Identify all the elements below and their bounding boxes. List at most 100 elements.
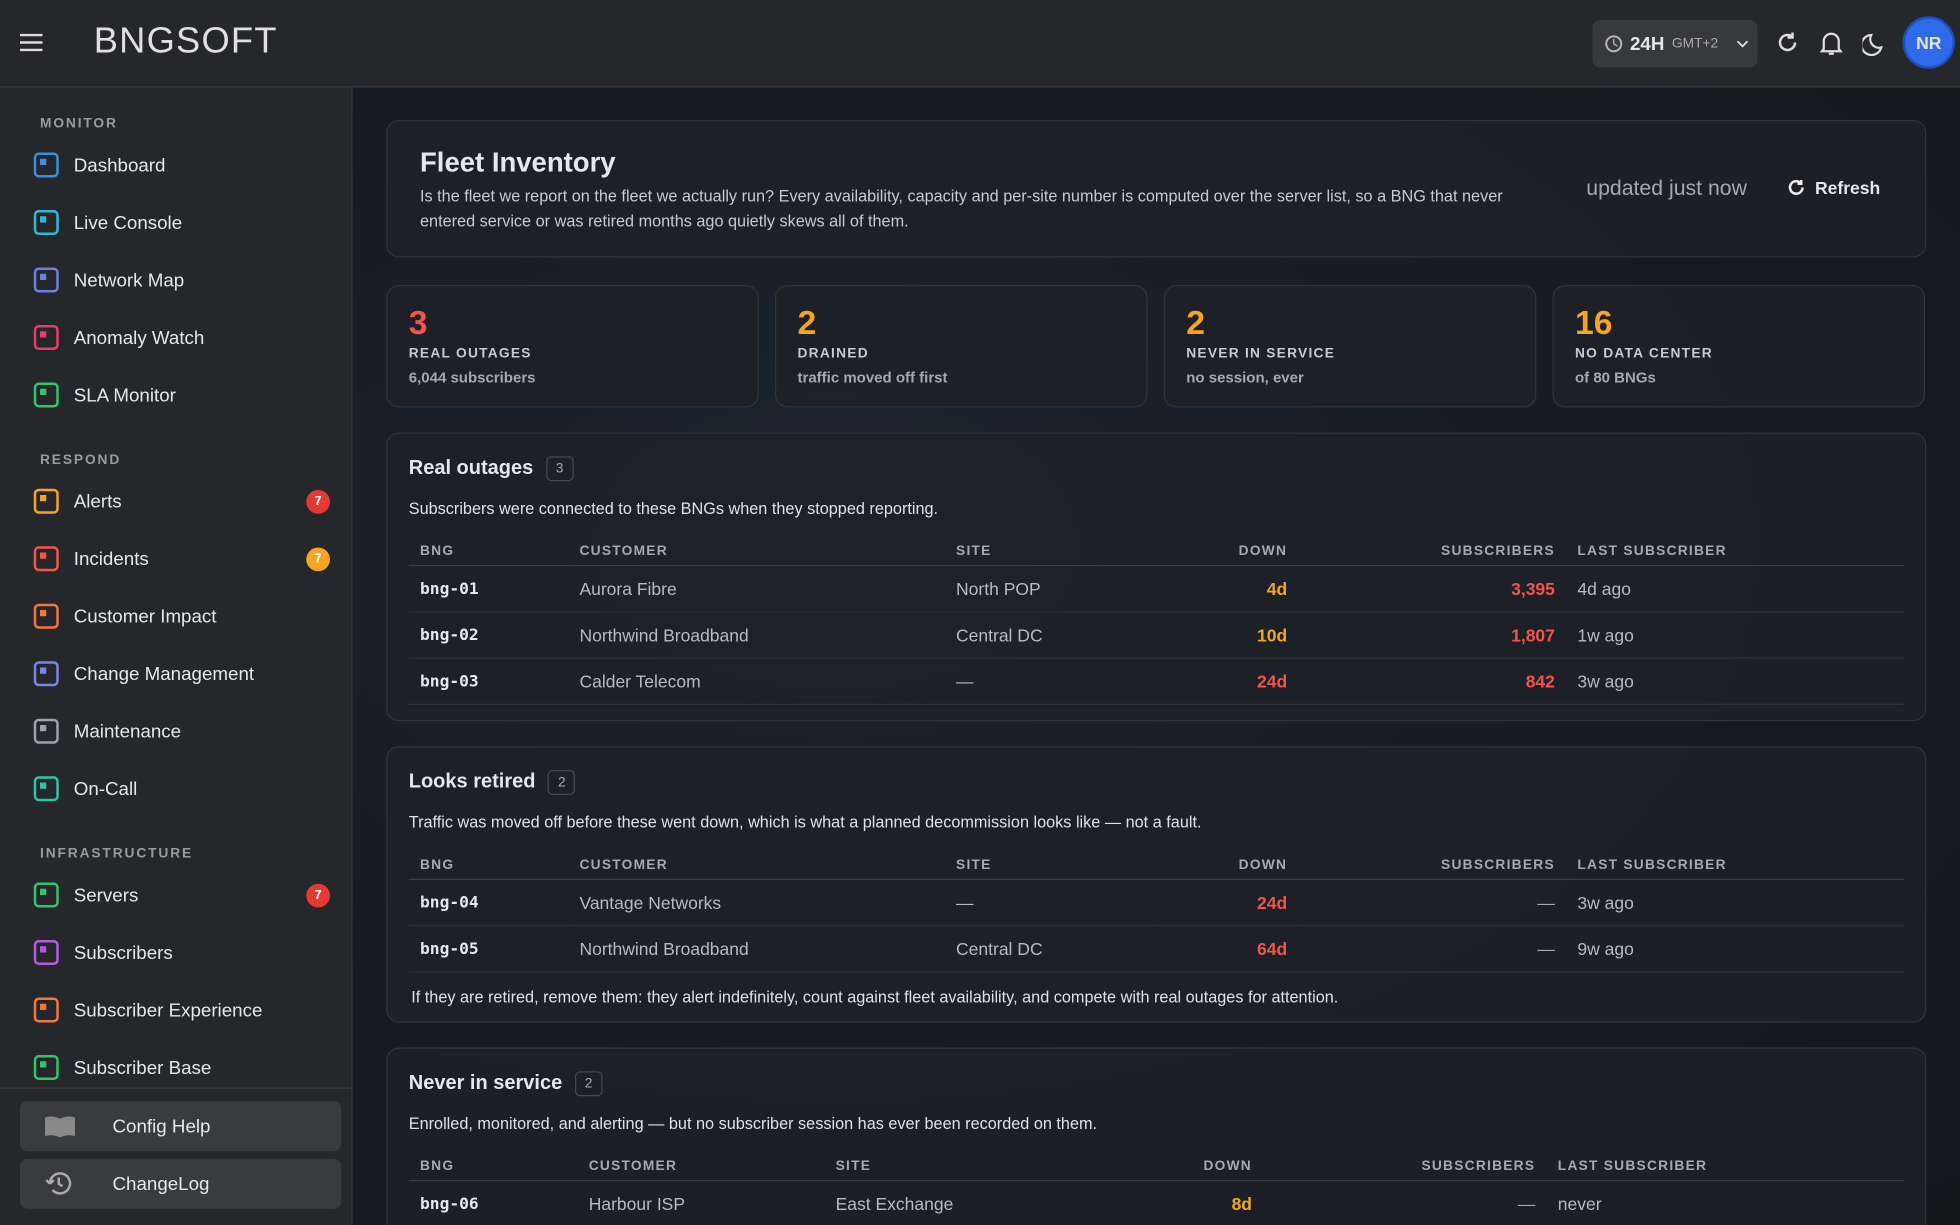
nav-label: Servers [73,884,139,906]
nav-item[interactable]: Network Map [0,251,351,309]
nav-icon [33,152,59,178]
sidebar: Config Help ChangeLog MONITOR Dashboard Li… [0,87,353,1225]
column-header: CUSTOMER [568,851,945,880]
menu-button[interactable] [20,33,43,52]
nav-item[interactable]: Anomaly Watch [0,309,351,367]
table-cell: Central DC [944,925,1159,973]
section-heading: Looks retired 2 [409,770,1904,795]
nav-item[interactable]: Maintenance [0,703,351,761]
stat-value: 2 [1186,303,1206,342]
table-cell: Northwind Broadband [568,611,945,659]
nav-label: Incidents [73,548,149,570]
nav-item[interactable]: SLA Monitor [0,366,351,424]
changelog-button[interactable]: ChangeLog [20,1158,342,1209]
brand: BNGSOFT [93,21,278,62]
nav-item[interactable]: Customer Impact [0,588,351,646]
sections: Real outages 3 Subscribers were connected … [386,432,1960,1225]
table-cell: 1,807 [1298,611,1567,659]
nav-label: SLA Monitor [73,384,176,406]
stat-sub: of 80 BNGs [1575,368,1656,387]
table-cell: 842 [1298,658,1567,705]
table-cell: — [944,658,1159,705]
column-header: DOWN [1158,851,1299,880]
config-help-button[interactable]: Config Help [20,1101,342,1152]
section-title: MONITOR [40,116,118,132]
column-header: SITE [944,537,1159,567]
table-cell: 3w ago [1566,658,1904,705]
nav-item[interactable]: Incidents 7 [0,530,351,588]
table-cell: North POP [944,565,1159,613]
table-cell: 4d [1158,565,1299,613]
nav-icon [33,325,59,350]
time-range-picker[interactable]: 24H GMT+2 [1592,20,1758,68]
column-header: CUSTOMER [577,1152,825,1182]
table-cell: East Exchange [824,1180,1116,1225]
table-cell: bng-01 [408,565,569,613]
table-cell: Aurora Fibre [568,565,945,613]
table-cell: 3w ago [1566,879,1904,927]
notifications-icon[interactable] [1820,31,1843,55]
section-title: Looks retired [408,771,536,793]
column-header: LAST SUBSCRIBER [1566,851,1904,880]
stat-label: NEVER IN SERVICE [1186,346,1336,362]
column-header: SUBSCRIBERS [1263,1152,1547,1182]
section-count: 2 [574,1071,603,1097]
table-row: bng-01 Aurora Fibre North POP 4d 3,395 4d ago [408,565,1904,613]
section-description: Traffic was moved off before these went … [408,812,1202,832]
nav-item[interactable]: On-Call [0,760,351,818]
nav-item[interactable]: Subscriber Base [0,1039,351,1097]
nav-item[interactable]: Dashboard [0,136,351,194]
nav-label: Dashboard [73,154,166,176]
table-cell: — [944,879,1159,927]
column-header: SUBSCRIBERS [1298,537,1567,567]
section-title: INFRASTRUCTURE [40,846,194,862]
table-row: bng-05 Northwind Broadband Central DC 64d —9… [408,925,1904,973]
table-cell: bng-04 [408,879,569,927]
nav-icon [33,776,59,802]
nav-label: Subscriber Experience [73,999,263,1021]
nav-label: Subscriber Base [73,1056,212,1079]
table-cell: Central DC [944,611,1159,659]
column-header: DOWN [1115,1152,1264,1182]
nav-icon [33,546,59,572]
nav-icon [33,940,59,965]
table-cell: bng-03 [408,658,569,705]
section-count: 3 [545,456,574,482]
nav-item[interactable]: Servers 7 [0,866,351,924]
table-row: bng-04 Vantage Networks —24d —3w ago [408,879,1904,927]
time-range: 24H [1630,33,1665,55]
table-header: BNG CUSTOMER SITE DOWN SUBSCRIBERS LAST SUBSC… [408,851,1904,880]
theme-toggle[interactable] [1862,31,1888,57]
nav-icon [33,661,59,687]
table-cell: bng-06 [408,1180,578,1225]
table-cell: 9w ago [1566,925,1904,973]
nav-label: Network Map [73,269,185,291]
table-cell: 8d [1115,1180,1264,1225]
refresh-button[interactable]: Refresh [1788,178,1880,198]
stat-sub: traffic moved off first [797,368,948,387]
section-description: Subscribers were connected to these BNGs… [408,498,939,518]
column-header: BNG [408,851,569,880]
table-row: bng-03 Calder Telecom —24d 842 3w ago [408,658,1904,705]
nav-item[interactable]: Change Management [0,645,351,703]
nav-icon [33,882,59,908]
nav-item[interactable]: Alerts 7 [0,473,351,531]
table-row: bng-06 Harbour ISP East Exchange 8d — never [408,1180,1904,1225]
nav-badge: 7 [306,883,330,907]
nav-label: Alerts [73,490,122,512]
nav-label: Maintenance [73,720,182,742]
nav-item[interactable]: Subscribers [0,924,351,982]
refresh-icon[interactable] [1776,31,1799,54]
user-avatar[interactable]: NR [1905,18,1953,67]
table-row: bng-02 Northwind Broadband Central DC 10d 1,… [408,611,1904,659]
stat-value: 3 [408,303,428,342]
nav-icon [33,718,59,744]
nav-item[interactable]: Live Console [0,194,351,252]
updated-status: updated just now [1586,176,1747,200]
stat-label: NO DATA CENTER [1575,346,1713,362]
nav-icon [33,210,59,235]
section-count: 2 [547,770,576,795]
nav-item[interactable]: Subscriber Experience [0,981,351,1039]
nav-icon [33,1055,59,1080]
